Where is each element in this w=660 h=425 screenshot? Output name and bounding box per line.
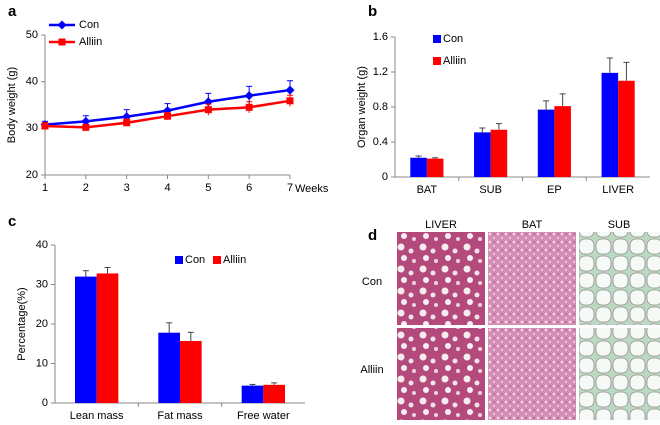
legend-swatch — [213, 256, 221, 264]
y-tick-label: 20 — [36, 318, 48, 330]
bar — [158, 332, 180, 403]
bar — [618, 80, 635, 177]
bar — [601, 72, 619, 177]
marker — [82, 123, 90, 131]
legend-label: Alliin — [443, 55, 466, 67]
y-tick-label: 10 — [36, 357, 48, 369]
row-label: Con — [362, 276, 382, 288]
panel-label: c — [8, 213, 16, 230]
x-tick-label: LIVER — [602, 184, 634, 196]
legend-label: Con — [443, 33, 463, 45]
row-label: Alliin — [360, 364, 383, 376]
x-tick-label: Lean mass — [70, 410, 124, 422]
y-axis-label: Body weight (g) — [6, 67, 18, 143]
histology-image — [397, 328, 485, 420]
marker — [204, 106, 212, 114]
y-tick-label: 30 — [36, 278, 48, 290]
x-tick-label: 1 — [42, 182, 48, 194]
bar — [96, 273, 119, 403]
bar — [75, 276, 97, 403]
y-tick-label: 1.2 — [373, 66, 388, 78]
x-tick-label: BAT — [417, 184, 438, 196]
x-tick-label: Free water — [237, 410, 290, 422]
bar — [410, 157, 427, 177]
marker — [244, 91, 254, 101]
y-axis-label: Organ weight (g) — [356, 66, 368, 148]
legend-swatch — [175, 256, 183, 264]
legend-label: Alliin — [223, 254, 246, 266]
y-axis-label: Percentage(%) — [16, 287, 28, 360]
histology-image — [579, 328, 660, 420]
x-tick-label: Fat mass — [157, 410, 203, 422]
legend-marker — [58, 38, 66, 46]
x-tick-label: 3 — [124, 182, 130, 194]
y-tick-label: 0.8 — [373, 101, 388, 113]
legend-label: Alliin — [79, 36, 102, 48]
bar — [426, 158, 444, 177]
marker — [286, 97, 294, 105]
panel-label: b — [368, 3, 377, 20]
histology-image — [488, 232, 576, 325]
x-tick-label: 6 — [246, 182, 252, 194]
marker — [41, 122, 49, 130]
y-tick-label: 40 — [36, 239, 48, 251]
x-tick-label: 4 — [164, 182, 170, 194]
x-tick-label: EP — [547, 184, 562, 196]
y-tick-label: 30 — [26, 122, 38, 134]
panel-label: d — [368, 227, 377, 244]
marker — [285, 85, 295, 95]
x-tick-label: 7 — [287, 182, 293, 194]
marker — [81, 116, 91, 126]
panel-label: a — [8, 3, 17, 20]
bar — [554, 106, 571, 177]
histology-image — [488, 328, 576, 420]
x-tick-label: 2 — [83, 182, 89, 194]
histology-image — [397, 232, 485, 325]
legend-label: Con — [185, 254, 205, 266]
legend-swatch — [433, 57, 441, 65]
column-label: SUB — [608, 219, 631, 231]
y-tick-label: 0.4 — [373, 136, 388, 148]
histology-image — [579, 232, 660, 325]
bar — [537, 109, 555, 177]
marker — [123, 119, 131, 127]
y-tick-label: 20 — [26, 169, 38, 181]
column-label: BAT — [522, 219, 543, 231]
marker — [245, 103, 253, 111]
legend-label: Con — [79, 19, 99, 31]
y-tick-label: 50 — [26, 29, 38, 41]
bar — [474, 132, 491, 177]
column-label: LIVER — [425, 219, 457, 231]
legend-marker — [57, 20, 67, 30]
x-axis-label: Weeks — [295, 183, 329, 195]
y-tick-label: 0 — [382, 171, 388, 183]
bar — [263, 384, 285, 403]
bar — [180, 340, 202, 403]
legend-swatch — [433, 35, 441, 43]
bar — [241, 385, 264, 403]
bar — [490, 129, 508, 177]
y-tick-label: 1.6 — [373, 31, 388, 43]
x-tick-label: SUB — [479, 184, 502, 196]
x-tick-label: 5 — [205, 182, 211, 194]
y-tick-label: 40 — [26, 76, 38, 88]
marker — [164, 112, 171, 120]
y-tick-label: 0 — [42, 397, 48, 409]
image-panel: d LIVER BAT SUB Con Alliin — [360, 219, 660, 420]
